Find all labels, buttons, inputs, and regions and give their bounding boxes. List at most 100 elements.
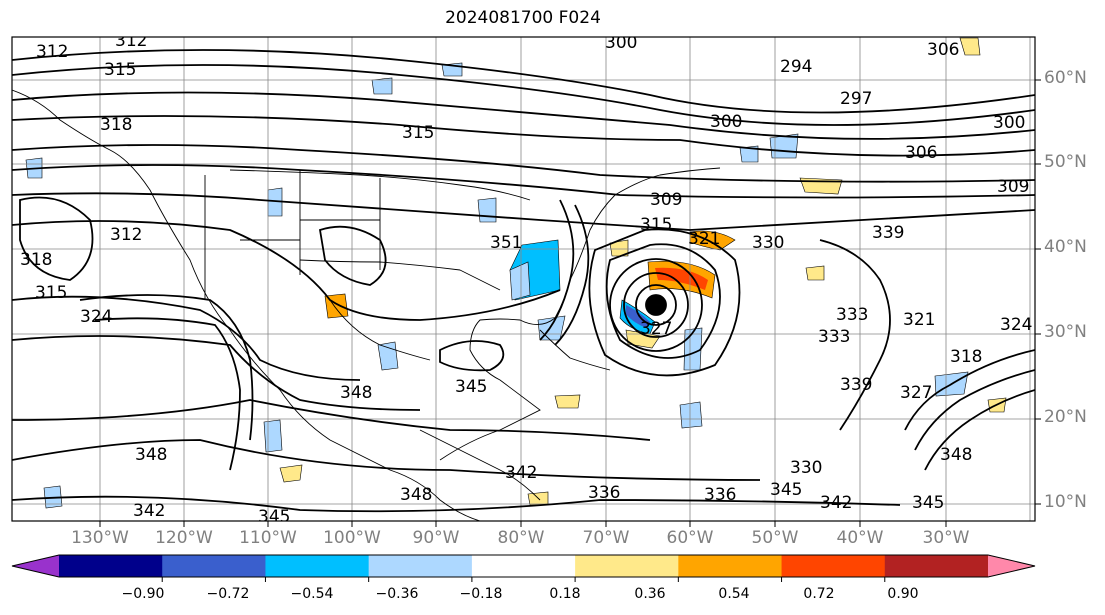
contour-label: 309 xyxy=(650,190,682,210)
longitude-label: 80°W xyxy=(497,528,545,548)
contour-label: 336 xyxy=(704,485,736,505)
contour-label: 321 xyxy=(903,310,935,330)
weak-negative-anomaly-region xyxy=(477,197,497,223)
weak-negative-anomaly-region xyxy=(679,401,703,429)
contour-label: 345 xyxy=(258,507,290,527)
longitude-label: 100°W xyxy=(323,528,381,548)
latitude-label: 10°N xyxy=(1044,492,1087,512)
contour-label: 297 xyxy=(840,89,872,109)
weak-negative-anomaly-region xyxy=(537,315,566,341)
longitude-label: 70°W xyxy=(582,528,630,548)
contour-label: 318 xyxy=(100,115,132,135)
colorbar-tick-label: 0.72 xyxy=(803,586,835,602)
longitude-label: 120°W xyxy=(155,528,213,548)
weak-negative-anomaly-region xyxy=(371,77,393,95)
latitude-label: 50°N xyxy=(1044,152,1087,172)
contour-label: 315 xyxy=(35,283,67,303)
colorbar-outline xyxy=(11,554,1036,578)
contour-label: 348 xyxy=(400,485,432,505)
contour-label: 318 xyxy=(20,250,52,270)
contour-label: 345 xyxy=(455,377,487,397)
contour-label: 324 xyxy=(1000,315,1032,335)
contour-labels: 312 315 312 300 306 294 300 297 300 306 … xyxy=(20,31,1032,527)
weak-negative-anomaly-region xyxy=(739,145,759,163)
contour-label: 348 xyxy=(340,383,372,403)
contour-label: 312 xyxy=(115,31,147,51)
map-title: 2024081700 F024 xyxy=(445,8,601,28)
contour-lines xyxy=(12,49,1035,513)
weak-positive-anomaly-region xyxy=(279,464,303,483)
contour-label: 306 xyxy=(927,40,959,60)
contour-label: 342 xyxy=(133,501,165,521)
contour-label: 315 xyxy=(104,60,136,80)
weak-positive-anomaly-region xyxy=(554,394,581,409)
contour-label: 321 xyxy=(688,229,720,249)
weak-negative-anomaly-region xyxy=(509,261,531,301)
colorbar-tick-label: 0.18 xyxy=(549,586,581,602)
contour-label: 333 xyxy=(836,305,868,325)
colorbar-segment xyxy=(59,555,163,577)
contour-label: 351 xyxy=(490,233,522,253)
contour-label: 345 xyxy=(770,480,802,500)
contour-label: 315 xyxy=(640,215,672,235)
contour-label: 312 xyxy=(36,42,68,62)
colorbar-tick-label: −0.36 xyxy=(375,586,419,602)
colorbar-extend-min xyxy=(12,555,59,577)
weak-positive-anomaly-region xyxy=(609,239,629,257)
weak-negative-anomaly-region xyxy=(377,341,399,371)
latitude-label: 40°N xyxy=(1044,237,1087,257)
contour-label: 336 xyxy=(588,483,620,503)
colorbar-extend-max xyxy=(988,555,1035,577)
colorbar-tick-label: −0.54 xyxy=(290,586,334,602)
colorbar-segment xyxy=(368,555,473,577)
longitude-label: 30°W xyxy=(922,528,970,548)
colorbar-tick-label: 0.54 xyxy=(718,586,750,602)
colorbar-tick-label: 0.90 xyxy=(887,586,919,602)
contour-label: 294 xyxy=(780,57,812,77)
contour-label: 318 xyxy=(950,347,982,367)
graticule-lines xyxy=(12,37,1035,521)
colorbar-segment xyxy=(471,555,576,577)
contour-label: 342 xyxy=(505,463,537,483)
colorbar-segment xyxy=(575,555,679,577)
latitude-ticks xyxy=(1035,79,1041,505)
contour-label: 339 xyxy=(872,223,904,243)
contour-label: 330 xyxy=(752,233,784,253)
colorbar-segment xyxy=(884,555,989,577)
positive-anomaly-region xyxy=(689,230,736,251)
longitude-label: 110°W xyxy=(239,528,297,548)
colorbar-segment xyxy=(265,555,370,577)
colorbar-tick-label: −0.90 xyxy=(121,586,165,602)
weak-positive-anomaly-region xyxy=(805,265,825,281)
colorbar-segment xyxy=(162,555,266,577)
latitude-label: 30°N xyxy=(1044,322,1087,342)
longitude-label: 40°W xyxy=(836,528,884,548)
colorbar xyxy=(11,554,1036,582)
contour-label: 348 xyxy=(135,445,167,465)
longitude-label: 90°W xyxy=(412,528,460,548)
longitude-label: 130°W xyxy=(71,528,129,548)
longitude-ticks xyxy=(99,521,947,527)
contour-label: 342 xyxy=(820,493,852,513)
contour-label: 339 xyxy=(840,375,872,395)
colorbar-tick-label: −0.72 xyxy=(206,586,250,602)
contour-label: 327 xyxy=(900,383,932,403)
contour-label: 300 xyxy=(993,113,1025,133)
contour-label: 309 xyxy=(997,177,1029,197)
strong-negative-anomaly-region xyxy=(626,305,650,328)
weak-negative-anomaly-region xyxy=(263,419,283,453)
contour-label: 300 xyxy=(710,112,742,132)
colorbar-segment xyxy=(678,555,783,577)
weak-positive-anomaly-region xyxy=(959,37,981,56)
contour-label: 330 xyxy=(790,458,822,478)
contour-label: 300 xyxy=(605,33,637,53)
strong-positive-anomaly-region xyxy=(655,267,708,290)
contour-label: 333 xyxy=(818,327,850,347)
contour-label: 345 xyxy=(912,493,944,513)
latitude-label: 20°N xyxy=(1044,407,1087,427)
cyclone-center-marker xyxy=(646,295,666,315)
contour-label: 306 xyxy=(905,143,937,163)
longitude-label: 50°W xyxy=(751,528,799,548)
colorbar-tick-label: 0.36 xyxy=(634,586,666,602)
